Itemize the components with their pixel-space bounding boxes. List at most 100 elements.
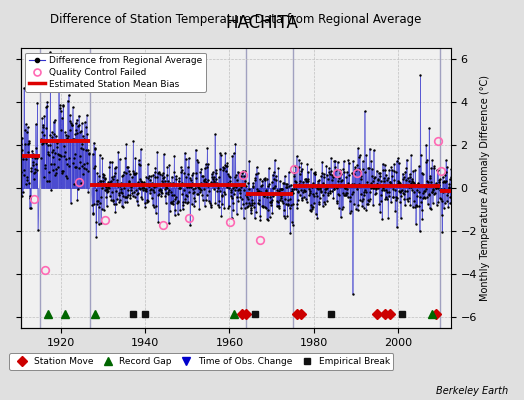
Point [154,192,162,198]
Point [139,186,147,193]
Point [413,203,421,209]
Point [116,183,125,190]
Point [251,177,259,184]
Point [62,156,70,162]
Point [343,186,352,192]
Point [324,192,333,198]
Point [117,203,126,210]
Point [123,199,131,205]
Point [380,175,388,181]
Point [256,217,265,223]
Point [19,152,27,159]
Point [310,200,319,207]
Point [206,200,214,206]
Point [51,172,59,178]
Point [109,176,117,182]
Point [334,178,343,184]
Point [238,182,247,188]
Point [101,175,109,182]
Point [321,188,329,195]
Point [110,201,118,208]
Point [305,192,313,198]
Point [252,209,260,216]
Point [269,185,277,191]
Point [427,179,435,185]
Point [265,214,274,220]
Point [277,193,286,199]
Point [230,191,238,198]
Point [420,182,429,188]
Point [52,166,61,172]
Point [32,145,40,151]
Point [430,190,439,197]
Point [418,169,426,176]
Point [233,176,241,183]
Point [222,182,231,188]
Point [21,126,29,133]
Point [166,208,174,214]
Point [83,131,92,137]
Point [77,180,85,186]
Point [409,178,418,185]
Point [261,176,269,183]
Point [437,196,445,202]
Point [198,173,206,180]
Point [307,208,315,214]
Point [319,192,328,198]
Point [214,198,223,204]
Point [171,206,179,213]
Point [359,166,367,172]
Point [225,172,233,179]
Point [212,167,220,174]
Point [156,186,164,192]
Point [49,167,57,174]
Point [58,168,67,174]
Point [271,191,279,198]
Point [314,181,322,188]
Point [100,207,108,214]
Point [128,174,136,180]
Point [66,126,74,133]
Point [79,146,88,152]
Point [311,171,319,178]
Point [137,196,146,202]
Point [54,156,63,162]
Point [242,200,250,206]
Point [362,206,370,213]
Point [208,180,216,187]
Point [152,203,161,209]
Point [115,199,124,206]
Point [295,163,303,170]
Point [260,193,268,199]
Point [443,191,451,198]
Point [62,132,70,138]
Point [333,184,342,191]
Point [191,181,200,188]
Point [211,131,219,138]
Point [256,176,264,182]
Point [179,206,187,213]
Point [232,211,241,217]
Point [399,176,407,182]
Point [380,187,388,194]
Point [219,192,227,198]
Point [264,217,272,223]
Point [167,199,176,206]
Point [354,166,363,173]
Point [206,202,215,208]
Point [422,142,430,148]
Point [33,155,41,162]
Point [357,172,366,179]
Point [155,190,163,197]
Point [155,186,163,193]
Point [29,176,38,182]
Point [323,198,331,204]
Point [80,136,89,143]
Point [211,180,219,186]
Point [300,183,309,190]
Point [178,190,186,197]
Point [366,188,375,195]
Point [352,186,361,193]
Point [94,180,102,186]
Point [231,174,239,180]
